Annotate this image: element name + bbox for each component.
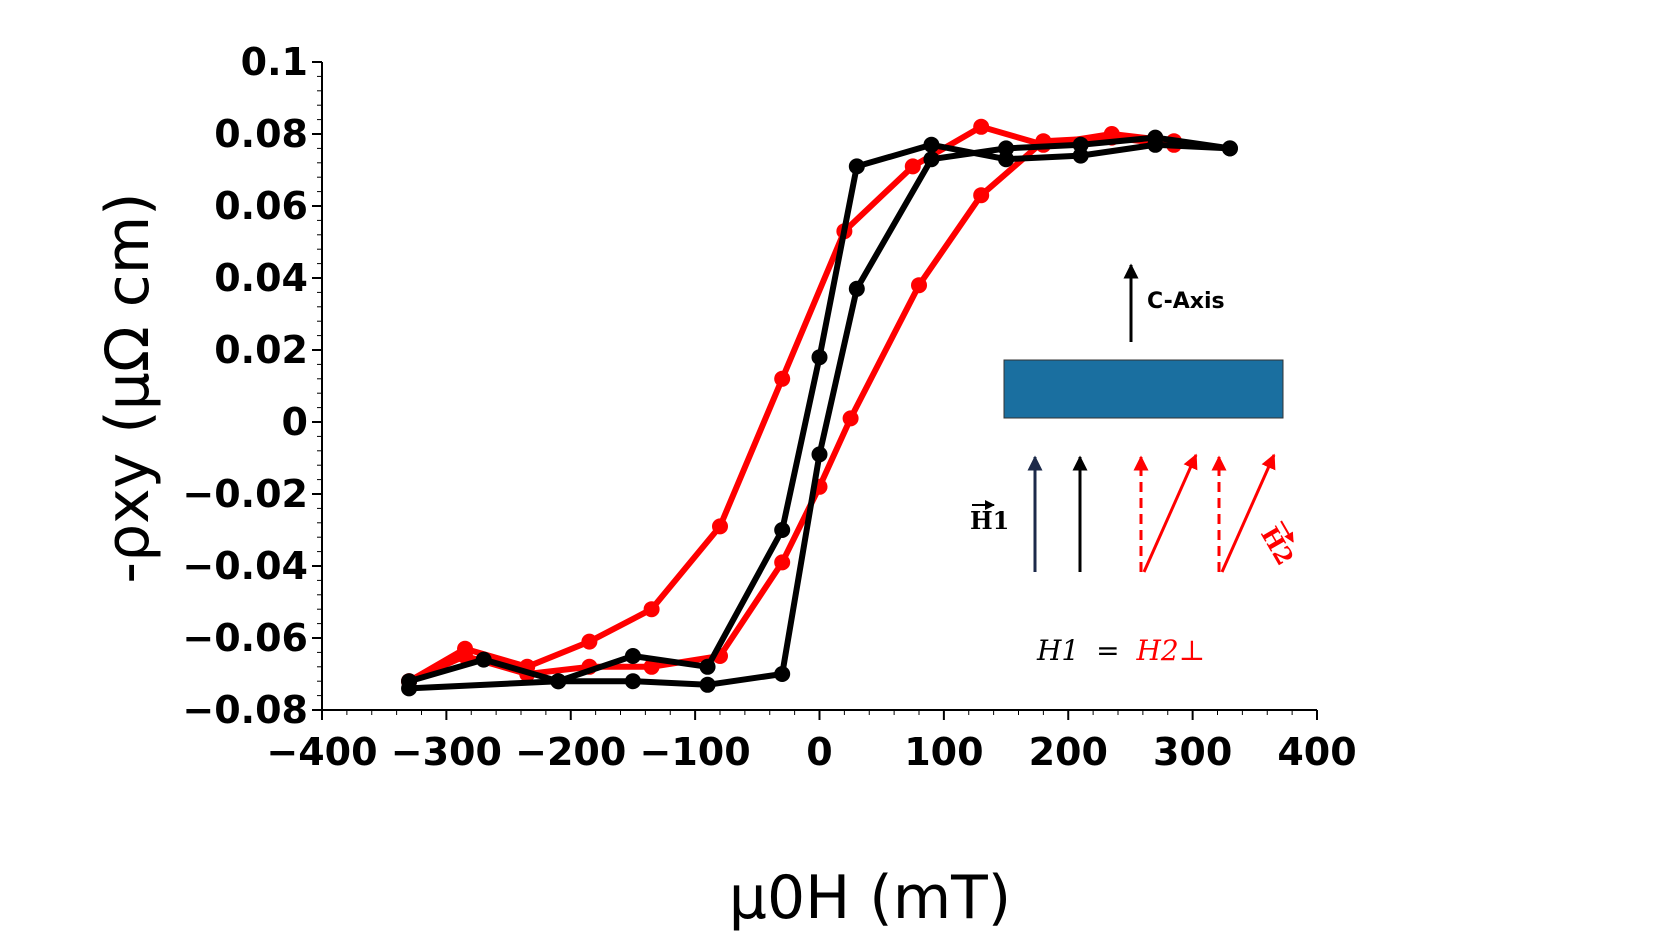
equation-rhs: H2⊥ (1136, 634, 1206, 667)
x-tick-label: −200 (515, 730, 626, 774)
y-tick-label: 0 (282, 400, 308, 444)
y-tick-label: 0.04 (214, 256, 308, 300)
x-tick-label: 400 (1277, 730, 1356, 774)
data-point (923, 151, 940, 168)
data-point (643, 601, 660, 618)
y-tick-label: −0.02 (182, 472, 308, 516)
y-tick-label: −0.04 (182, 544, 308, 588)
data-point (774, 666, 791, 682)
equation-lhs: H1 (1036, 634, 1079, 667)
data-point (550, 673, 567, 690)
x-tick-label: 100 (904, 730, 983, 774)
h2-arrow-icon (1142, 453, 1198, 573)
data-point (911, 277, 927, 294)
data-point (699, 658, 716, 675)
data-point (811, 349, 828, 366)
x-tick-label: 200 (1029, 730, 1108, 774)
data-point (848, 280, 865, 297)
x-tick-label: −300 (391, 730, 502, 774)
data-point (973, 187, 990, 204)
equation-equals: = (1096, 634, 1119, 667)
y-tick-label: −0.06 (182, 616, 308, 660)
series-4 (401, 129, 1238, 697)
data-point (998, 140, 1015, 157)
data-point (643, 658, 660, 675)
inset-schematic: C-Axis H1 H2 H1 = H2⊥ (970, 263, 1300, 667)
y-tick-label: 0.02 (214, 328, 308, 372)
data-point (923, 136, 940, 153)
data-point (699, 676, 716, 693)
data-point (581, 633, 598, 650)
data-point (401, 680, 418, 697)
x-tick-label: 0 (806, 730, 832, 774)
data-point (712, 518, 728, 535)
x-tick-label: −100 (640, 730, 751, 774)
y-tick-label: −0.08 (182, 688, 308, 732)
y-tick-label: 0.08 (214, 112, 308, 156)
x-axis-title: μ0H (mT) (729, 863, 1011, 933)
data-point (624, 673, 641, 690)
data-point (1221, 140, 1238, 157)
axes: −0.08 −0.06 −0.04 −0.02 0 0.02 0.04 0.06 0.08 0.1… (182, 40, 1356, 774)
h2-label: H2 (1255, 522, 1300, 571)
data-point (774, 522, 791, 538)
data-point (904, 158, 921, 175)
y-tick-label: 0.1 (241, 40, 308, 84)
data-point (774, 370, 791, 387)
y-tick-label: 0.06 (214, 184, 308, 228)
h2-vector-label: H2 (1255, 520, 1300, 571)
data-point (1147, 129, 1164, 146)
y-axis-title: -ρxy (μΩ cm) (93, 192, 163, 583)
h2-arrow-icon (1220, 453, 1276, 573)
data-point (973, 118, 990, 135)
data-point (811, 446, 828, 463)
sample-block (1003, 359, 1284, 419)
field-equation: H1 = H2⊥ (1036, 634, 1205, 667)
data-point (457, 648, 474, 664)
x-tick-label: −400 (266, 730, 377, 774)
data-point (774, 554, 791, 571)
data-point (1072, 136, 1089, 153)
data-point (842, 410, 859, 427)
h1-label: H1 (970, 506, 1009, 535)
c-axis-label: C-Axis (1147, 289, 1225, 314)
data-series-group (401, 118, 1238, 697)
x-tick-label: 300 (1153, 730, 1232, 774)
data-point (475, 651, 492, 668)
h1-vector-label: H1 (970, 500, 1009, 535)
data-point (624, 648, 641, 664)
data-point (848, 158, 865, 175)
series-line (408, 134, 1231, 692)
